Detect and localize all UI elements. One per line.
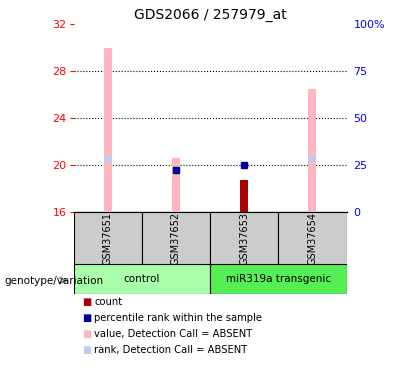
Text: GSM37654: GSM37654 [307,211,318,265]
Text: miR319a transgenic: miR319a transgenic [226,274,331,284]
Bar [104,48,112,212]
Bar [278,212,346,264]
Text: GSM37651: GSM37651 [102,211,113,265]
Text: GSM37652: GSM37652 [171,211,181,265]
Bar [308,89,317,212]
Bar [142,212,210,264]
Text: ■: ■ [82,297,91,307]
Text: ■: ■ [82,345,91,355]
Bar [172,158,180,212]
Bar [74,212,142,264]
Bar [240,180,248,212]
Text: control: control [123,274,160,284]
Text: count: count [94,297,123,307]
Text: ■: ■ [82,313,91,323]
Title: GDS2066 / 257979_at: GDS2066 / 257979_at [134,8,286,22]
Text: rank, Detection Call = ABSENT: rank, Detection Call = ABSENT [94,345,248,355]
Text: ■: ■ [82,329,91,339]
Bar [210,212,278,264]
Text: percentile rank within the sample: percentile rank within the sample [94,313,262,323]
Text: genotype/variation: genotype/variation [4,276,103,285]
Text: value, Detection Call = ABSENT: value, Detection Call = ABSENT [94,329,253,339]
Bar [210,264,346,294]
Bar [74,264,210,294]
Text: GSM37653: GSM37653 [239,211,249,265]
